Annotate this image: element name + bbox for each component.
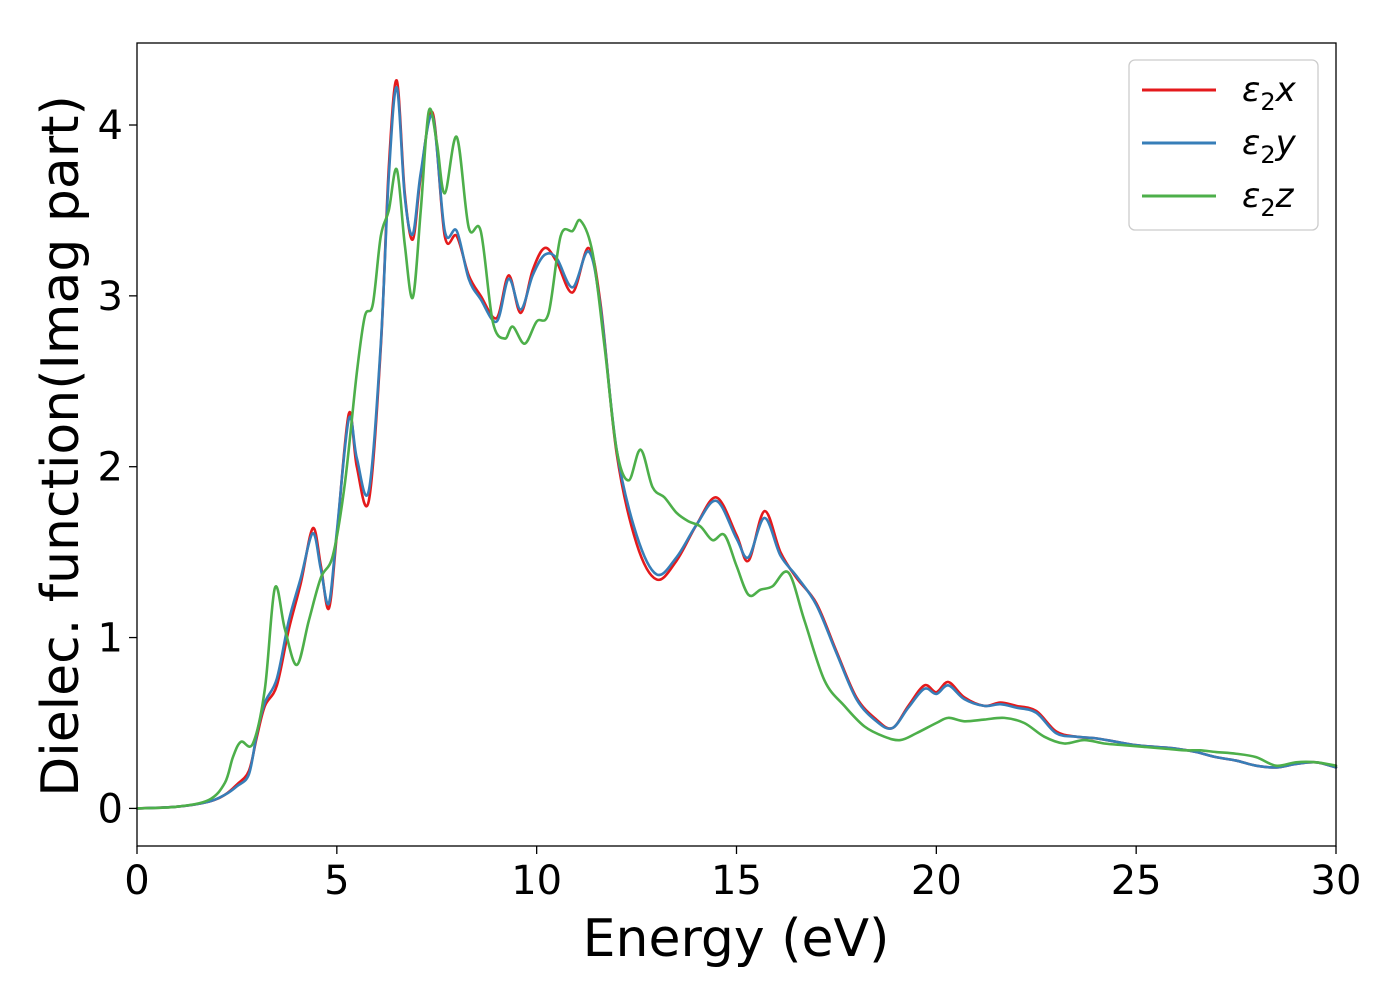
y-tick-label: 4 (98, 103, 123, 149)
x-tick-label: 0 (124, 858, 149, 904)
x-axis-label: Energy (eV) (583, 909, 890, 969)
x-tick-label: 25 (1111, 858, 1162, 904)
x-tick-label: 30 (1311, 858, 1362, 904)
legend-label-y: ε2y (1242, 123, 1297, 169)
x-tick-label: 15 (711, 858, 762, 904)
legend-label-z: ε2z (1242, 176, 1295, 222)
y-axis-label: Dielec. function(Imag part) (31, 95, 91, 797)
x-axis-ticks: 0 5 10 15 20 25 30 (124, 846, 1361, 904)
y-tick-label: 3 (98, 274, 123, 320)
y-tick-label: 2 (98, 445, 123, 491)
series-layer (135, 79, 1338, 810)
legend-box (1128, 59, 1319, 231)
x-tick-label: 5 (324, 858, 349, 904)
x-tick-label: 20 (911, 858, 962, 904)
x-tick-label: 10 (511, 858, 562, 904)
series-line-z (135, 107, 1338, 810)
y-tick-label: 0 (98, 786, 123, 832)
legend-label-x: ε2x (1242, 70, 1297, 116)
legend: ε2x ε2y ε2z (1128, 59, 1319, 231)
y-axis-ticks: 0 1 2 3 4 (98, 103, 137, 832)
y-tick-label: 1 (98, 616, 123, 662)
